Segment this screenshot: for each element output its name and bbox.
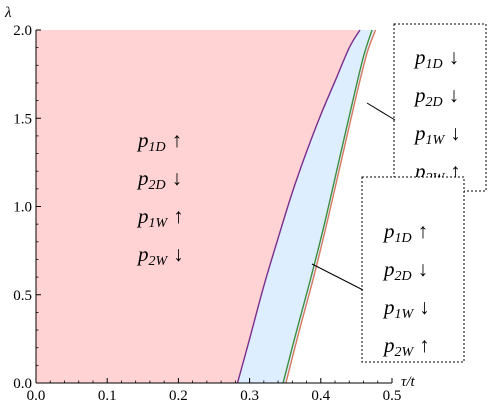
x-axis-label: τ/t: [401, 374, 416, 390]
annotation-label: p1W ↓: [382, 295, 430, 322]
region-left: [36, 30, 360, 383]
annotation-box: [393, 23, 487, 192]
y-tick-label: 1.5: [13, 111, 32, 127]
y-axis-label: λ: [4, 5, 12, 21]
y-tick-label: 2.0: [13, 23, 32, 39]
x-tick-label: 0.2: [169, 388, 188, 404]
region-band: [237, 30, 376, 383]
annotation-leader: [366, 102, 396, 121]
annotation-right-bottom: p1D ↑ p2D ↓ p1W ↓ p2W ↑: [311, 176, 465, 363]
regions: [36, 30, 376, 383]
annotation-label: p2D ↓: [136, 166, 182, 193]
annotation-label: p2W ↓: [136, 242, 184, 269]
y-tick-label: 0.5: [13, 288, 32, 304]
annotations: p1D↑ p2D↓ p1W↑ p2W↓ p1D↓ p2D↓ p1W↓ p2W↑ p1D↑ p2D↓…: [136, 23, 487, 363]
annotation-label: p2D ↓: [382, 257, 428, 284]
boundary-curve-3: [282, 29, 373, 384]
ticks: 0.0 0.1 0.2 0.3 0.4 0.5 0.0 0.5 1.0 1.5 2.0: [13, 23, 401, 404]
x-tick-label: 0.5: [383, 388, 402, 404]
annotation-label: p2D ↓: [413, 83, 459, 110]
x-tick-label: 0.1: [98, 388, 117, 404]
boundary-curve-2: [285, 29, 377, 384]
annotation-label: p2W↑: [382, 333, 430, 360]
y-tick-label: 0.0: [13, 376, 32, 392]
annotation-left: p1D ↑ p2D ↓ p1W ↑ p2W ↓: [136, 128, 184, 269]
annotation-box: [361, 176, 465, 363]
annotation-label: p1W ↓: [413, 121, 461, 148]
boundary-curve-1: [236, 29, 361, 384]
curves: [236, 29, 377, 384]
annotation-label: p1D ↑: [136, 128, 182, 155]
annotation-label: p1D ↓: [413, 45, 459, 72]
x-tick-label: 0.0: [27, 388, 46, 404]
annotation-right-top: p1D↓p2D↓p1W↓p2W↑: [366, 23, 487, 192]
annotation-label: p1W ↑: [136, 204, 184, 231]
annotation-label: p1D ↑: [382, 219, 428, 246]
x-tick-label: 0.3: [240, 388, 259, 404]
x-tick-label: 0.4: [311, 388, 330, 404]
y-tick-label: 1.0: [13, 200, 32, 216]
annotation-leader: [311, 263, 364, 291]
